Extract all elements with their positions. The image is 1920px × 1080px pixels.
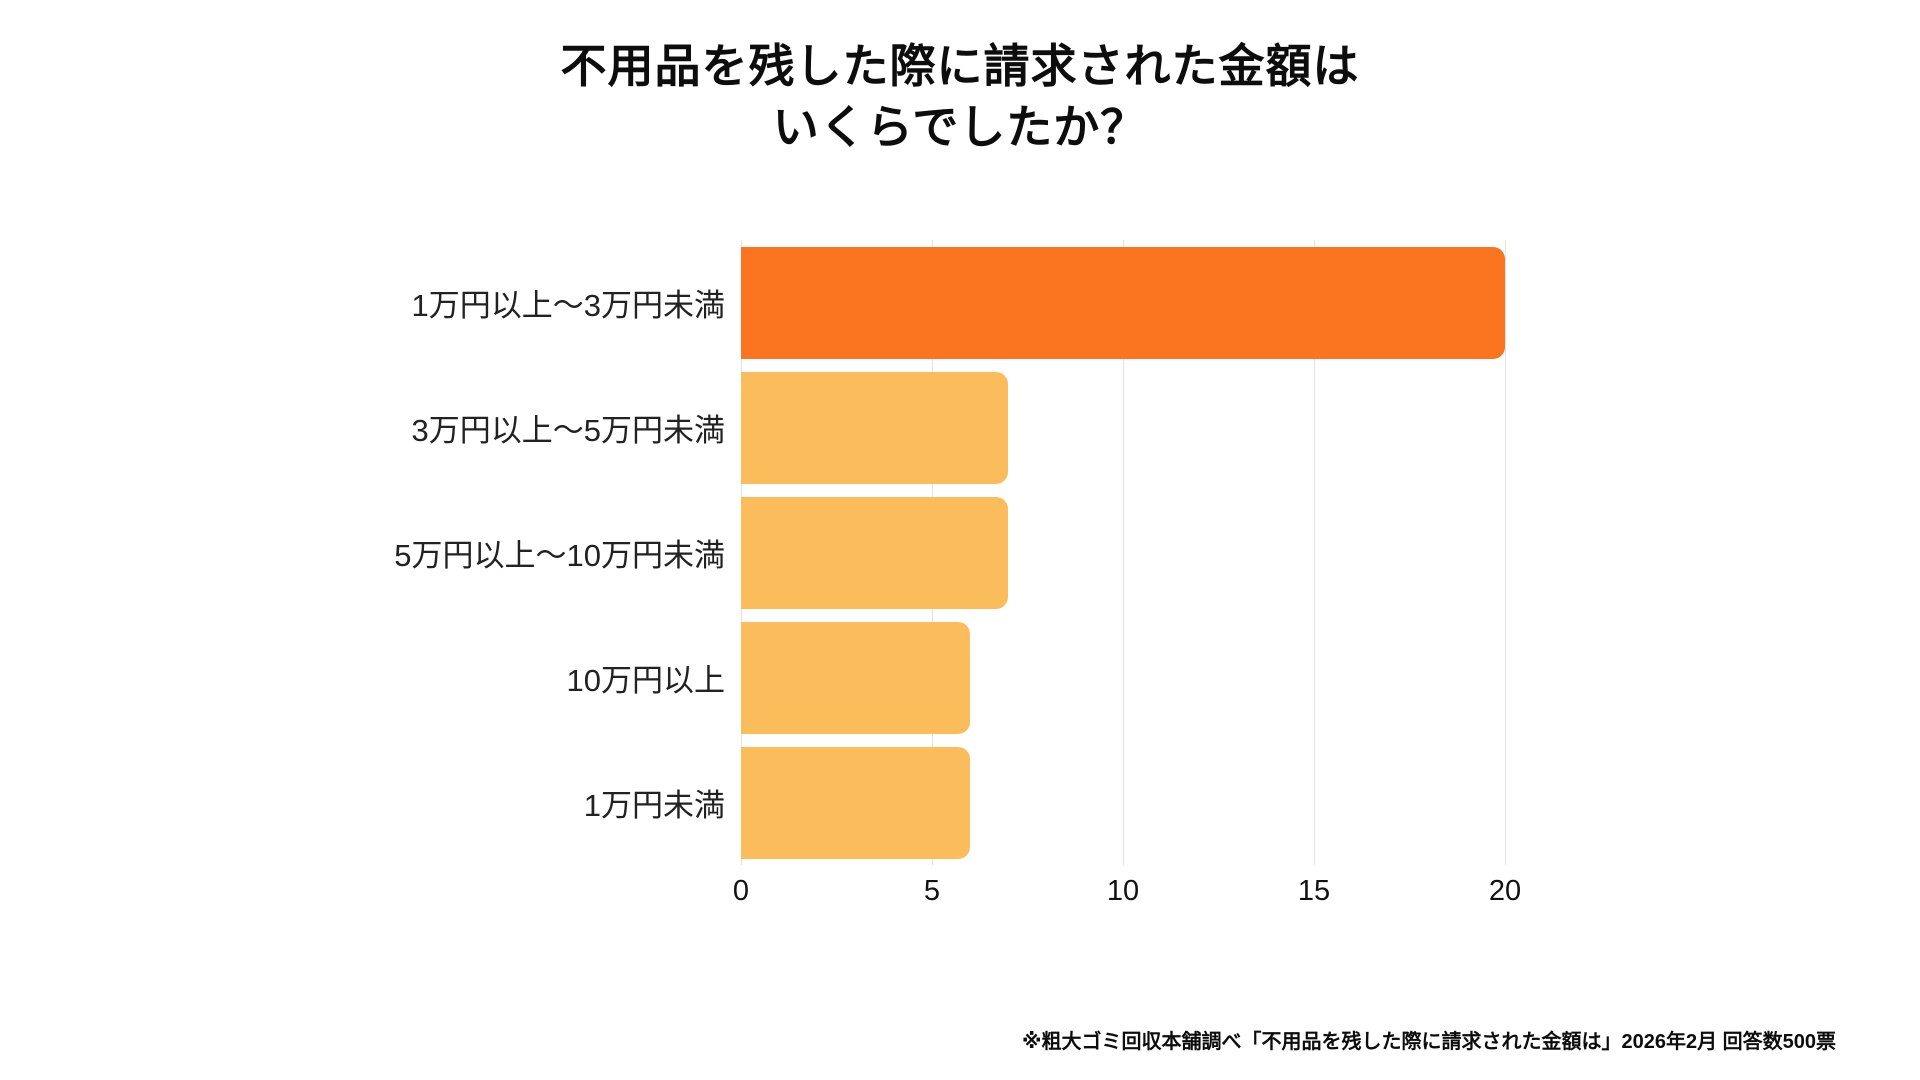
bar — [741, 746, 971, 859]
bar — [741, 621, 971, 734]
bar-row — [741, 740, 1505, 865]
x-tick-label: 15 — [1297, 875, 1331, 907]
source-footnote: ※粗大ゴミ回収本舗調べ「不用品を残した際に請求された金額は」2026年2月 回答… — [1022, 1031, 1836, 1053]
x-axis-ticks: 0 5 10 15 20 — [733, 865, 1521, 915]
bar — [741, 246, 1505, 359]
category-label: 1万円以上〜3万円未満 — [411, 288, 725, 323]
bar — [741, 371, 1009, 484]
bar — [741, 496, 1009, 609]
x-tick-label: 20 — [1488, 875, 1522, 907]
chart-title-line1: 不用品を残した際に請求された金額は — [560, 40, 1360, 92]
plot-area: 0 5 10 15 20 — [733, 240, 1521, 906]
gridline — [1314, 240, 1315, 865]
bars — [741, 240, 1505, 865]
x-tick-label: 10 — [1106, 875, 1140, 907]
gridline — [1123, 240, 1124, 865]
gridline — [1505, 240, 1506, 865]
category-labels: 1万円以上〜3万円未満 3万円以上〜5万円未満 5万円以上〜10万円未満 10万円以上… — [215, 240, 725, 865]
category-label: 5万円以上〜10万円未満 — [394, 538, 725, 573]
bar-row — [741, 490, 1505, 615]
chart-title: 不用品を残した際に請求された金額は いくらでしたか？ — [0, 36, 1920, 158]
x-tick-label: 5 — [923, 875, 941, 907]
chart-title-line2: いくらでしたか？ — [772, 101, 1148, 153]
bar-row — [741, 615, 1505, 740]
category-label: 3万円以上〜5万円未満 — [411, 413, 725, 448]
category-label: 1万円未満 — [583, 788, 725, 823]
category-label: 10万円以上 — [566, 663, 725, 698]
x-tick-label: 0 — [732, 875, 750, 907]
bar-row — [741, 365, 1505, 490]
bar-row — [741, 240, 1505, 365]
